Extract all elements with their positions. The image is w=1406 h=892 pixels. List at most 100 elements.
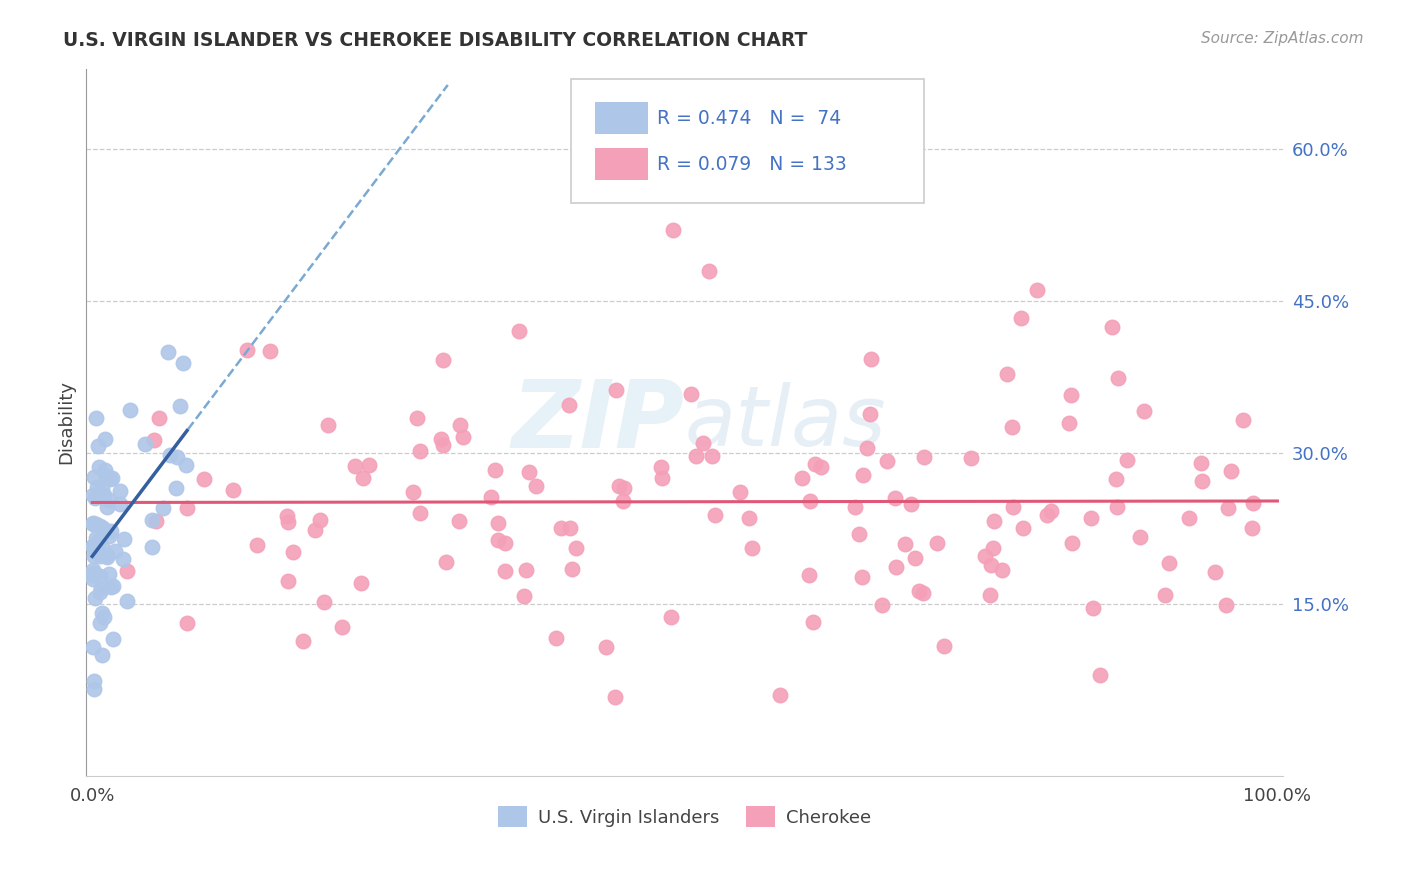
Point: [83, 681, 105, 696]
Point: [980, 558, 1002, 572]
Point: [100, 580, 122, 594]
Point: [486, 533, 509, 548]
Point: [312, 595, 335, 609]
Point: [86, 439, 108, 453]
Point: [1159, 556, 1181, 570]
Point: [94, 463, 117, 477]
Point: [1115, 453, 1137, 467]
Point: [236, 343, 259, 357]
Point: [91, 481, 114, 495]
Point: [112, 532, 135, 546]
Point: [449, 417, 471, 432]
Point: [607, 479, 630, 493]
Point: [159, 448, 181, 462]
Point: [983, 514, 1005, 528]
Point: [960, 450, 983, 465]
Point: [1177, 510, 1199, 524]
Point: [595, 640, 617, 654]
Point: [1191, 475, 1213, 489]
Point: [1035, 508, 1057, 523]
Point: [169, 399, 191, 413]
Point: [1232, 413, 1254, 427]
Point: [359, 458, 381, 473]
Point: [856, 441, 879, 455]
Point: [859, 351, 882, 366]
Point: [402, 485, 425, 500]
Point: [449, 514, 471, 528]
Point: [172, 356, 194, 370]
Point: [565, 541, 588, 555]
Point: [900, 497, 922, 511]
Point: [911, 586, 934, 600]
Point: [82, 572, 104, 586]
Point: [281, 545, 304, 559]
Point: [851, 570, 873, 584]
Point: [115, 593, 138, 607]
Point: [848, 526, 870, 541]
Point: [276, 574, 298, 589]
Point: [1011, 521, 1033, 535]
Text: U.S. VIRGIN ISLANDER VS CHEROKEE DISABILITY CORRELATION CHART: U.S. VIRGIN ISLANDER VS CHEROKEE DISABIL…: [63, 31, 807, 50]
Point: [515, 564, 537, 578]
Point: [1081, 600, 1104, 615]
FancyBboxPatch shape: [595, 103, 648, 134]
Point: [276, 509, 298, 524]
Point: [728, 485, 751, 500]
Point: [350, 575, 373, 590]
Point: [111, 552, 134, 566]
Point: [86, 516, 108, 531]
Point: [1105, 472, 1128, 486]
Point: [697, 263, 720, 277]
Point: [662, 223, 685, 237]
Point: [91, 541, 114, 555]
Point: [561, 562, 583, 576]
Point: [605, 690, 627, 705]
Point: [82, 516, 104, 530]
Point: [1243, 496, 1265, 510]
Point: [925, 535, 948, 549]
Point: [799, 494, 821, 508]
Point: [83, 566, 105, 581]
Point: [790, 471, 813, 485]
Point: [408, 507, 430, 521]
Point: [884, 491, 907, 506]
Point: [876, 454, 898, 468]
Point: [165, 482, 187, 496]
Point: [769, 688, 792, 702]
Point: [176, 501, 198, 516]
Point: [90, 648, 112, 662]
Point: [83, 542, 105, 557]
Point: [89, 584, 111, 599]
Point: [974, 549, 997, 563]
Point: [741, 541, 763, 555]
Point: [405, 411, 427, 425]
Point: [995, 367, 1018, 381]
Point: [101, 471, 124, 485]
Text: R = 0.079   N = 133: R = 0.079 N = 133: [657, 154, 846, 174]
Text: Source: ZipAtlas.com: Source: ZipAtlas.com: [1201, 31, 1364, 46]
Point: [277, 515, 299, 529]
Point: [84, 411, 107, 425]
Point: [451, 430, 474, 444]
Point: [86, 544, 108, 558]
Point: [557, 398, 579, 412]
Point: [316, 418, 339, 433]
Point: [612, 494, 634, 508]
Point: [344, 458, 367, 473]
Point: [908, 584, 931, 599]
Point: [98, 473, 121, 487]
Point: [134, 437, 156, 451]
Point: [934, 639, 956, 653]
Point: [804, 457, 827, 471]
Point: [884, 560, 907, 574]
Point: [852, 467, 875, 482]
Point: [1129, 530, 1152, 544]
Point: [166, 450, 188, 465]
Point: [1057, 416, 1080, 430]
Point: [1107, 371, 1129, 385]
Point: [82, 517, 104, 532]
Point: [1025, 283, 1047, 297]
Point: [486, 516, 509, 530]
Point: [82, 640, 104, 654]
Point: [434, 555, 457, 569]
